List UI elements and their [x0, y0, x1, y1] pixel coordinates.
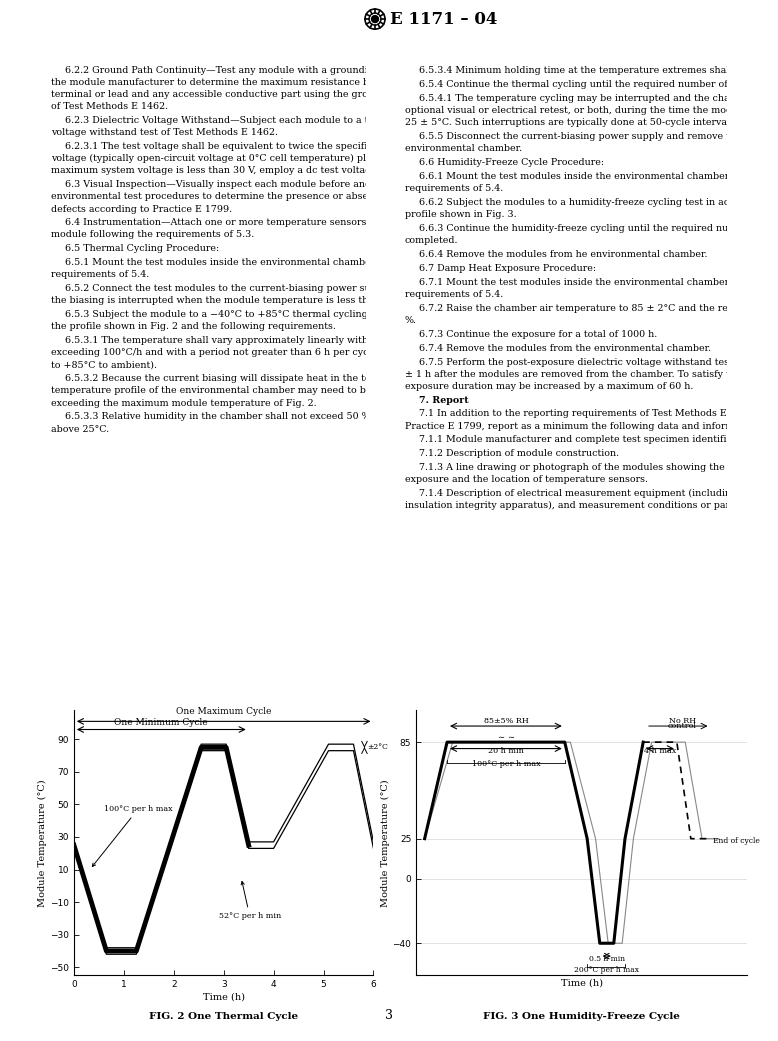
- Text: control: control: [668, 722, 697, 731]
- Text: 6.5.5 Disconnect the current-biasing power supply and remove the modules from th: 6.5.5 Disconnect the current-biasing pow…: [419, 132, 778, 141]
- Text: 52°C per h min: 52°C per h min: [219, 882, 281, 920]
- Text: 7.1.2 Description of module construction.: 7.1.2 Description of module construction…: [419, 450, 619, 458]
- Text: 6.5.3.3 Relative humidity in the chamber shall not exceed 50 % when temperatures: 6.5.3.3 Relative humidity in the chamber…: [65, 412, 486, 422]
- Text: defects according to Practice E 1799.: defects according to Practice E 1799.: [51, 204, 232, 213]
- Text: the biasing is interrupted when the module temperature is less than 20°C.: the biasing is interrupted when the modu…: [51, 297, 409, 305]
- Text: requirements of 5.4.: requirements of 5.4.: [405, 289, 503, 299]
- Text: 200°C per h max: 200°C per h max: [574, 966, 640, 974]
- Text: E 1171 – 04: E 1171 – 04: [390, 10, 497, 27]
- Text: 6.5.3.1 The temperature shall vary approximately linearly with time at a rate no: 6.5.3.1 The temperature shall vary appro…: [65, 336, 454, 346]
- Text: maximum system voltage is less than 30 V, employ a dc test voltage of 500 V.: maximum system voltage is less than 30 V…: [51, 167, 421, 176]
- Text: 6.7.1 Mount the test modules inside the environmental chamber according to the: 6.7.1 Mount the test modules inside the …: [419, 278, 778, 286]
- Text: 6.5.3 Subject the module to a −40°C to +85°C thermal cycling test in accordance : 6.5.3 Subject the module to a −40°C to +…: [65, 310, 483, 320]
- Text: 4 h max: 4 h max: [644, 746, 676, 755]
- Text: 85±5% RH: 85±5% RH: [483, 717, 528, 725]
- Text: requirements of 5.4.: requirements of 5.4.: [405, 184, 503, 193]
- Text: module following the requirements of 5.3.: module following the requirements of 5.3…: [51, 230, 254, 239]
- Text: 7.1.3 A line drawing or photograph of the modules showing the orientation during: 7.1.3 A line drawing or photograph of th…: [419, 463, 778, 473]
- Text: 3: 3: [385, 1009, 393, 1022]
- Text: 6.6 Humidity-Freeze Cycle Procedure:: 6.6 Humidity-Freeze Cycle Procedure:: [419, 158, 604, 167]
- Text: 6.5.3.4 Minimum holding time at the temperature extremes shall be 0.5 h.: 6.5.3.4 Minimum holding time at the temp…: [419, 66, 777, 75]
- Text: 6.5.2 Connect the test modules to the current-biasing power supply and verify th: 6.5.2 Connect the test modules to the cu…: [65, 284, 464, 294]
- Text: 6.5.4 Continue the thermal cycling until the required number of cycles is comple: 6.5.4 Continue the thermal cycling until…: [419, 80, 778, 88]
- Title: FIG. 2 One Thermal Cycle: FIG. 2 One Thermal Cycle: [149, 1012, 298, 1021]
- Text: terminal or lead and any accessible conductive part using the ground path contin: terminal or lead and any accessible cond…: [51, 91, 483, 99]
- Text: One Minimum Cycle: One Minimum Cycle: [114, 718, 208, 727]
- Text: exceeding 100°C/h and with a period not greater than 6 h per cycle (from ambient: exceeding 100°C/h and with a period not …: [51, 349, 496, 357]
- Text: to +85°C to ambient).: to +85°C to ambient).: [51, 360, 156, 370]
- Text: 6.6.1 Mount the test modules inside the environmental chamber according to the: 6.6.1 Mount the test modules inside the …: [419, 172, 778, 181]
- Text: 7.1.4 Description of electrical measurement equipment (including continuity and: 7.1.4 Description of electrical measurem…: [419, 489, 778, 499]
- Title: FIG. 3 One Humidity-Freeze Cycle: FIG. 3 One Humidity-Freeze Cycle: [483, 1012, 680, 1021]
- Text: One Maximum Cycle: One Maximum Cycle: [176, 708, 272, 716]
- Text: insulation integrity apparatus), and measurement conditions or parameters.: insulation integrity apparatus), and mea…: [405, 502, 772, 510]
- Text: 6.7 Damp Heat Exposure Procedure:: 6.7 Damp Heat Exposure Procedure:: [419, 263, 596, 273]
- Text: 6.5.1 Mount the test modules inside the environmental chamber according to the: 6.5.1 Mount the test modules inside the …: [65, 258, 457, 268]
- Text: 20 h min: 20 h min: [488, 746, 524, 755]
- Text: requirements of 5.4.: requirements of 5.4.: [51, 271, 149, 279]
- Text: 7. Report: 7. Report: [419, 396, 468, 405]
- Text: exposure duration may be increased by a maximum of 60 h.: exposure duration may be increased by a …: [405, 382, 693, 390]
- Y-axis label: Module Temperature (°C): Module Temperature (°C): [38, 779, 47, 907]
- Text: temperature profile of the environmental chamber may need to be adjusted to prev: temperature profile of the environmental…: [51, 386, 468, 396]
- Text: 0.5 h min: 0.5 h min: [589, 955, 625, 963]
- Text: ±2°C: ±2°C: [367, 743, 388, 752]
- Text: environmental chamber.: environmental chamber.: [405, 144, 522, 153]
- Text: End of cycle: End of cycle: [713, 838, 760, 845]
- Text: the profile shown in Fig. 2 and the following requirements.: the profile shown in Fig. 2 and the foll…: [51, 323, 335, 331]
- Text: 6.7.5 Perform the post-exposure dielectric voltage withstand test (see 6.2.3) wi: 6.7.5 Perform the post-exposure dielectr…: [419, 357, 778, 366]
- Text: 6.2.2 Ground Path Continuity—Test any module with a grounding terminal identifie: 6.2.2 Ground Path Continuity—Test any mo…: [65, 66, 487, 75]
- X-axis label: Time (h): Time (h): [203, 992, 244, 1001]
- Text: optional visual or electrical retest, or both, during the time the module temper: optional visual or electrical retest, or…: [405, 106, 778, 115]
- Text: No RH: No RH: [669, 717, 696, 725]
- Y-axis label: Module Temperature (°C): Module Temperature (°C): [380, 779, 390, 907]
- Text: the module manufacturer to determine the maximum resistance between the groundin: the module manufacturer to determine the…: [51, 78, 475, 87]
- Text: 6.6.3 Continue the humidity-freeze cycling until the required number of cycles i: 6.6.3 Continue the humidity-freeze cycli…: [419, 224, 778, 233]
- Text: 6.7.4 Remove the modules from the environmental chamber.: 6.7.4 Remove the modules from the enviro…: [419, 344, 711, 353]
- Text: 6.5 Thermal Cycling Procedure:: 6.5 Thermal Cycling Procedure:: [65, 245, 219, 253]
- Text: %.: %.: [405, 315, 416, 325]
- Text: exposure and the location of temperature sensors.: exposure and the location of temperature…: [405, 476, 647, 484]
- Text: voltage (typically open-circuit voltage at 0°C cell temperature) plus 1000 V. If: voltage (typically open-circuit voltage …: [51, 154, 443, 163]
- Text: above 25°C.: above 25°C.: [51, 425, 109, 433]
- Text: profile shown in Fig. 3.: profile shown in Fig. 3.: [405, 210, 516, 219]
- Text: $\sim\sim$: $\sim\sim$: [496, 733, 516, 741]
- Text: voltage withstand test of Test Methods E 1462.: voltage withstand test of Test Methods E…: [51, 128, 278, 137]
- Text: 25 ± 5°C. Such interruptions are typically done at 50-cycle intervals.: 25 ± 5°C. Such interruptions are typical…: [405, 118, 738, 127]
- Text: 7.1.1 Module manufacturer and complete test specimen identification.: 7.1.1 Module manufacturer and complete t…: [419, 435, 759, 445]
- Text: of Test Methods E 1462.: of Test Methods E 1462.: [51, 102, 168, 111]
- Text: 6.6.2 Subject the modules to a humidity-freeze cycling test in accordance with t: 6.6.2 Subject the modules to a humidity-…: [419, 198, 778, 207]
- Text: 6.6.4 Remove the modules from he environmental chamber.: 6.6.4 Remove the modules from he environ…: [419, 250, 707, 259]
- Text: 6.3 Visual Inspection—Visually inspect each module before and after each of the: 6.3 Visual Inspection—Visually inspect e…: [65, 180, 454, 189]
- Text: environmental test procedures to determine the presence or absence of anomalies : environmental test procedures to determi…: [51, 193, 462, 201]
- Text: 6.7.3 Continue the exposure for a total of 1000 h.: 6.7.3 Continue the exposure for a total …: [419, 330, 657, 338]
- Text: 7.1 In addition to the reporting requirements of Test Methods E 1036 and E 1462,: 7.1 In addition to the reporting require…: [419, 409, 778, 418]
- Text: 6.5.4.1 The temperature cycling may be interrupted and the chamber be opened for: 6.5.4.1 The temperature cycling may be i…: [419, 94, 778, 103]
- Text: 6.2.3 Dielectric Voltage Withstand—Subject each module to a test of the dielectr: 6.2.3 Dielectric Voltage Withstand—Subje…: [65, 117, 461, 125]
- Text: Practice E 1799, report as a minimum the following data and information:: Practice E 1799, report as a minimum the…: [405, 422, 762, 431]
- Text: 6.2.3.1 The test voltage shall be equivalent to twice the specified maximum syst: 6.2.3.1 The test voltage shall be equiva…: [65, 143, 465, 151]
- X-axis label: Time (h): Time (h): [561, 979, 602, 987]
- Text: ± 1 h after the modules are removed from the chamber. To satisfy this requiremen: ± 1 h after the modules are removed from…: [405, 370, 778, 379]
- Text: 100°C per h max: 100°C per h max: [471, 760, 540, 768]
- Text: completed.: completed.: [405, 236, 458, 245]
- Text: 100°C per h max: 100°C per h max: [93, 805, 173, 866]
- Text: 6.4 Instrumentation—Attach one or more temperature sensors to the exterior of th: 6.4 Instrumentation—Attach one or more t…: [65, 219, 469, 227]
- Text: exceeding the maximum module temperature of Fig. 2.: exceeding the maximum module temperature…: [51, 399, 316, 407]
- Text: 6.7.2 Raise the chamber air temperature to 85 ± 2°C and the relative humidity to: 6.7.2 Raise the chamber air temperature …: [419, 304, 778, 312]
- Circle shape: [371, 16, 379, 23]
- Text: 6.5.3.2 Because the current biasing will dissipate heat in the test module, the: 6.5.3.2 Because the current biasing will…: [65, 375, 439, 383]
